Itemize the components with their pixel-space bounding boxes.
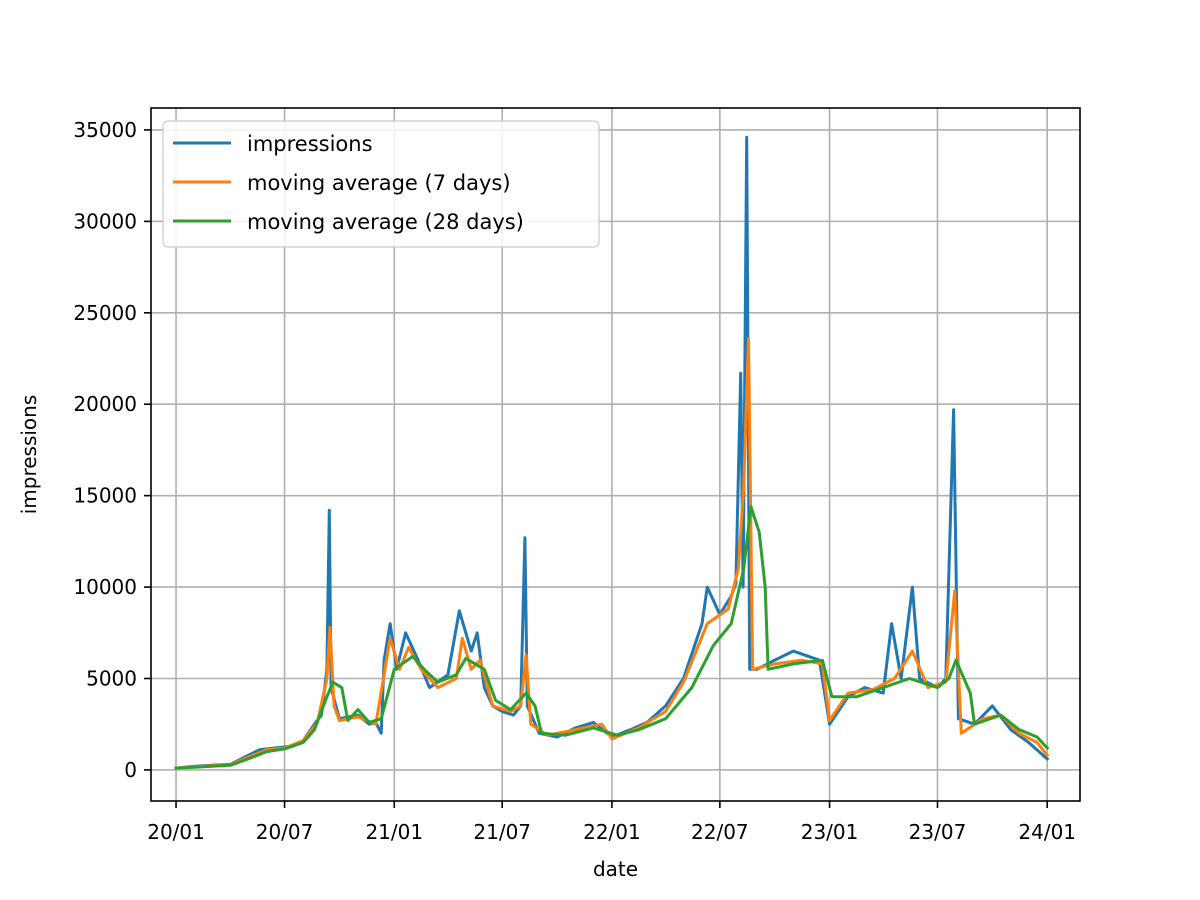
y-tick-label: 15000 xyxy=(73,484,137,508)
legend-label: impressions xyxy=(247,132,373,156)
x-axis-label: date xyxy=(593,857,638,881)
y-tick-label: 20000 xyxy=(73,392,137,416)
y-tick-label: 10000 xyxy=(73,575,137,599)
x-tick-label: 21/01 xyxy=(365,820,423,844)
axis-ticks: 20/01 20/07 21/01 21/07 22/01 22/07 23/01 23/07… xyxy=(73,118,1076,844)
x-tick-label: 23/07 xyxy=(909,820,967,844)
legend-entries: impressions moving average (7 days) moving… xyxy=(173,132,524,234)
series-lines xyxy=(174,135,1050,770)
legend: impressions moving average (7 days) moving… xyxy=(162,120,600,248)
y-tick-label: 35000 xyxy=(73,118,137,142)
legend-box xyxy=(162,120,600,248)
x-tick-label: 22/07 xyxy=(691,820,749,844)
x-tick-label: 20/07 xyxy=(256,820,314,844)
x-tick-label: 24/01 xyxy=(1018,820,1076,844)
y-tick-label: 5000 xyxy=(86,666,137,690)
y-tick-label: 30000 xyxy=(73,209,137,233)
y-tick-label: 0 xyxy=(124,758,137,782)
series-line-moving-average-28-days xyxy=(174,505,1050,770)
x-tick-label: 21/07 xyxy=(473,820,531,844)
y-axis-label: impressions xyxy=(17,395,41,515)
y-tick-label: 25000 xyxy=(73,301,137,325)
plot-frame xyxy=(150,107,1081,802)
x-tick-label: 22/01 xyxy=(583,820,641,844)
legend-label: moving average (28 days) xyxy=(247,210,524,234)
x-tick-label: 23/01 xyxy=(801,820,859,844)
x-tick-label: 20/01 xyxy=(147,820,205,844)
legend-label: moving average (7 days) xyxy=(247,171,511,195)
